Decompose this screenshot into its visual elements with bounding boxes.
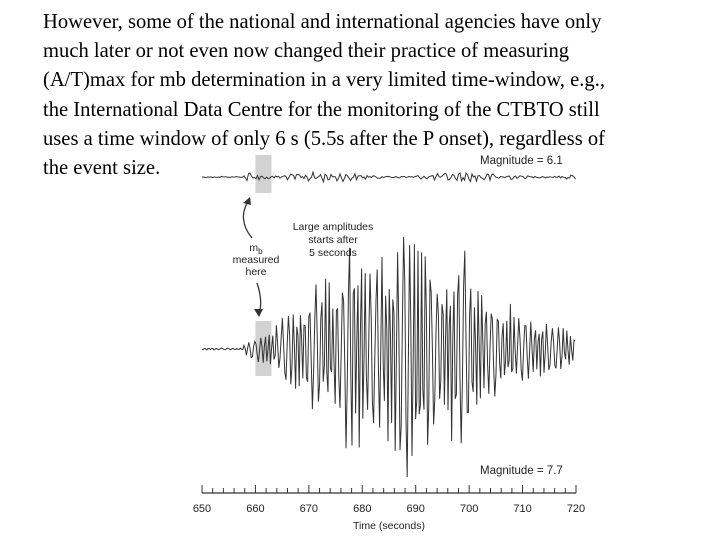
annotation-line-3: 5 seconds: [309, 247, 357, 259]
paragraph-line-1: However, some of the national and intern…: [43, 11, 602, 33]
mb-label-line-2: measured: [233, 254, 280, 266]
bottom-magnitude-label: Magnitude = 7.7: [480, 465, 563, 477]
paragraph-line-4: the International Data Centre for the mo…: [43, 98, 600, 121]
paragraph-line-6: the event size.: [43, 157, 161, 180]
annotation-line-1: Large amplitudes: [293, 221, 374, 233]
paragraph-line-3: (A/T)max for mb determination in a very …: [43, 69, 605, 92]
tick-label: 650: [193, 503, 211, 515]
seismogram-trace-magnitude-6-1: [201, 170, 576, 184]
mb-label: mb: [249, 242, 263, 256]
top-magnitude-label: Magnitude = 6.1: [480, 155, 563, 167]
mb-window-bottom: [255, 321, 272, 376]
mb-window-top: [255, 155, 272, 193]
tick-label: 670: [300, 503, 318, 515]
time-axis-ticks: 650 660 670 680 690 700 710 720: [193, 485, 585, 515]
tick-label: 710: [513, 503, 531, 515]
seismogram-trace-magnitude-7-7: [202, 236, 576, 478]
paragraph-line-2: much later or not even now changed their…: [43, 40, 570, 63]
tick-label: 680: [353, 503, 371, 515]
arrow-down-head: [254, 309, 263, 317]
tick-label: 660: [246, 503, 264, 515]
mb-label-line-3: here: [245, 266, 266, 278]
time-axis-title: Time (seconds): [353, 520, 425, 532]
annotation-line-2: starts after: [308, 234, 358, 246]
mb-label-main: m: [249, 242, 258, 254]
tick-label: 700: [460, 503, 478, 515]
tick-label: 720: [567, 503, 585, 515]
slide-paragraph: However, some of the national and intern…: [43, 8, 713, 183]
tick-label: 690: [407, 503, 425, 515]
paragraph-line-5: uses a time window of only 6 s (5.5s aft…: [43, 127, 606, 150]
mb-label-sub: b: [258, 247, 263, 256]
arrow-up-head: [243, 197, 251, 205]
